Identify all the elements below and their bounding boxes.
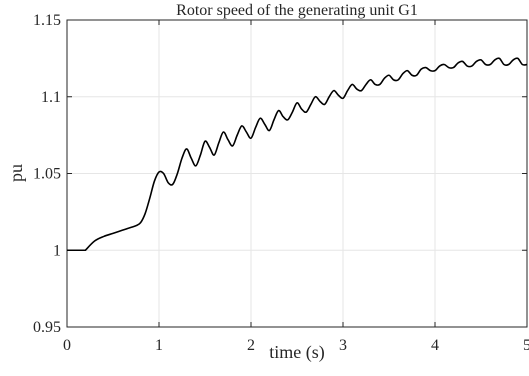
y-tick-label: 1.15 [33,12,61,29]
series-line-rotor-speed [67,57,528,252]
y-axis-label: pu [6,164,26,182]
y-tick-labels: 0.95 1 1.05 1.1 1.15 [33,12,61,336]
x-tick-labels: 0 1 2 3 4 5 [63,337,529,354]
chart-title: Rotor speed of the generating unit G1 [176,2,418,19]
x-tick-label: 2 [247,337,255,354]
y-tick-label: 1.05 [33,166,61,183]
y-tick-label: 0.95 [33,319,61,336]
y-tick-label: 1 [53,242,61,259]
x-tick-label: 5 [523,337,529,354]
x-tick-label: 1 [155,337,163,354]
x-tick-label: 0 [63,337,71,354]
x-axis-label: time (s) [269,342,325,363]
x-tick-label: 4 [431,337,439,354]
y-tick-label: 1.1 [41,89,61,106]
x-tick-label: 3 [339,337,347,354]
